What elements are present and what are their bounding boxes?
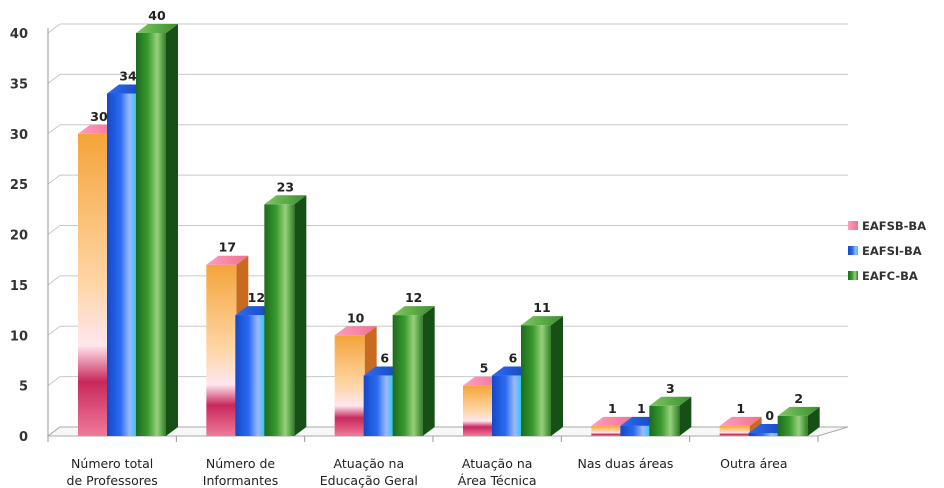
x-category-label: Educação Geral [320, 473, 418, 488]
gridline-depth [47, 124, 61, 135]
legend-item: EAFSB-BA [848, 219, 926, 233]
data-label: 12 [405, 290, 422, 305]
y-tick-label: 25 [10, 178, 28, 193]
data-label: 0 [765, 408, 774, 423]
data-label: 17 [219, 240, 236, 255]
legend-swatch [848, 246, 858, 255]
bar-eafc-ba [264, 195, 307, 436]
legend-label: EAFSB-BA [862, 219, 926, 233]
bar-eafc-ba [392, 306, 435, 436]
gridline-depth [47, 225, 61, 235]
data-label: 5 [480, 361, 489, 376]
data-label: 6 [380, 351, 389, 366]
data-label: 11 [533, 300, 550, 315]
data-label: 3 [666, 381, 675, 396]
x-category-label: Atuação na [462, 456, 533, 471]
data-label: 40 [148, 8, 166, 23]
y-tick-label: 5 [19, 380, 28, 395]
legend-swatch [848, 271, 858, 280]
gridline-depth [47, 275, 61, 286]
legend: EAFSB-BA EAFSI-BA EAFC-BA [848, 219, 926, 283]
legend-label: EAFC-BA [862, 269, 918, 283]
data-label: 6 [509, 351, 518, 366]
y-tick-label: 0 [19, 430, 28, 445]
x-category-label: Outra área [720, 456, 787, 471]
x-category-label: Atuação na [334, 456, 405, 471]
gridline-depth [47, 376, 61, 387]
x-category-label: Nas duas áreas [578, 456, 674, 471]
gridline-depth [47, 73, 61, 84]
x-category-label: de Professores [67, 473, 158, 488]
x-category-label: Número de [206, 456, 276, 471]
gridline-depth [47, 174, 61, 185]
data-label: 34 [119, 68, 137, 83]
y-tick-label: 10 [10, 329, 28, 344]
legend-item: EAFSI-BA [848, 244, 922, 258]
y-tick-label: 40 [10, 27, 28, 42]
data-label: 12 [248, 290, 265, 305]
data-label: 1 [637, 401, 646, 416]
gridline-depth [47, 325, 61, 336]
bar-eafc-ba [777, 406, 820, 436]
bar-eafc-ba [521, 316, 563, 436]
bars [78, 24, 820, 436]
x-category-label: Número total [71, 456, 153, 471]
gridline-depth [47, 23, 61, 34]
data-label: 1 [736, 401, 745, 416]
data-label: 1 [608, 401, 617, 416]
gridlines [47, 23, 848, 437]
bar-eafc-ba [136, 24, 178, 436]
legend-swatch [848, 221, 858, 230]
x-category-label: Área Técnica [458, 473, 537, 488]
data-label: 10 [347, 310, 365, 325]
y-tick-label: 20 [10, 229, 28, 244]
bar-eafc-ba [649, 396, 692, 436]
y-tick-label: 30 [10, 128, 28, 143]
data-label: 30 [90, 109, 108, 124]
data-label: 23 [277, 179, 294, 194]
legend-item: EAFC-BA [848, 269, 918, 283]
y-tick-label: 35 [10, 77, 28, 92]
legend-label: EAFSI-BA [862, 244, 922, 258]
data-label: 2 [794, 391, 803, 406]
x-category-label: Informantes [203, 473, 278, 488]
y-tick-label: 15 [10, 279, 28, 294]
